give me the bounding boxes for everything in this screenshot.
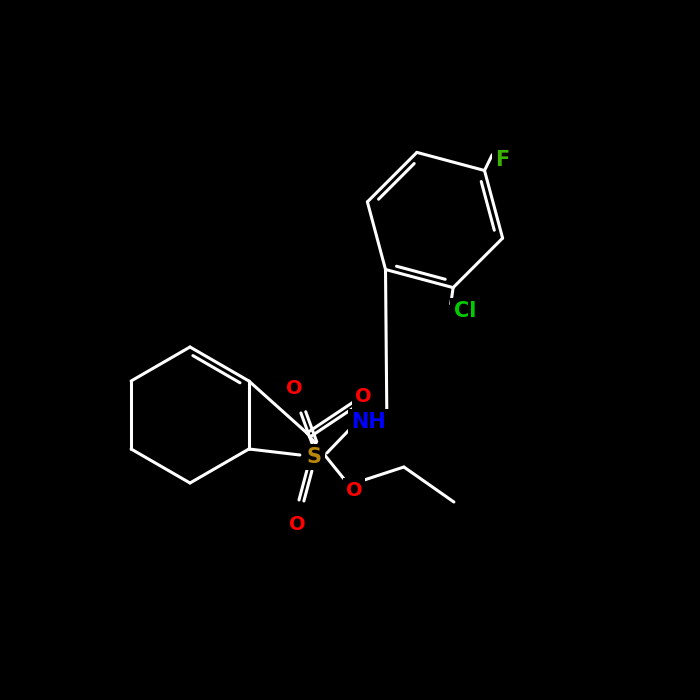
Text: O: O	[286, 379, 302, 398]
Text: F: F	[495, 150, 510, 170]
Text: S: S	[307, 447, 321, 467]
Text: O: O	[288, 515, 305, 535]
Text: O: O	[355, 388, 371, 407]
Text: NH: NH	[351, 412, 386, 432]
Text: Cl: Cl	[454, 301, 476, 321]
Text: O: O	[346, 480, 362, 500]
